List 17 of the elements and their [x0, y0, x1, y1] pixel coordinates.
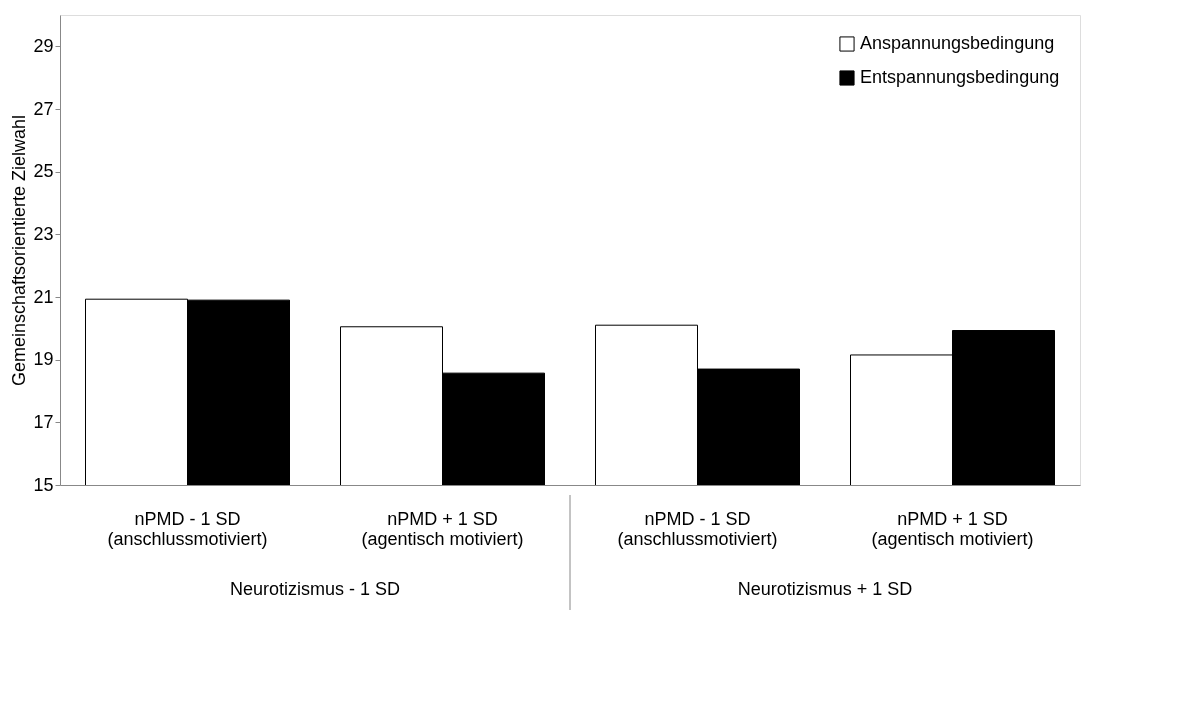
y-tick-label: 19 [33, 349, 54, 370]
y-tick-label: 25 [33, 161, 54, 182]
y-tick-label: 29 [33, 35, 54, 56]
legend-label: Anspannungsbedingung [860, 33, 1055, 53]
y-axis-title: Gemeinschaftsorientierte Zielwahl [9, 114, 30, 387]
y-tick-label: 17 [33, 411, 54, 432]
text: Neurotizismus + 1 SD [737, 579, 913, 599]
x-tick-label: nPMD - 1 SD (anschlussmotiviert) [107, 508, 268, 549]
x-tick-label: nPMD + 1 SD (agentisch motiviert) [361, 508, 524, 549]
text: Neurotizismus - 1 SD [229, 579, 401, 599]
legend-label: Entspannungsbedingung [860, 67, 1060, 87]
x-tick-label: nPMD - 1 SD (anschlussmotiviert) [617, 508, 778, 549]
y-tick-label: 27 [33, 98, 54, 119]
y-tick-label: 23 [33, 223, 54, 244]
y-tick-label: 21 [33, 286, 54, 307]
y-tick-label: 15 [33, 474, 54, 495]
x-tick-label: nPMD + 1 SD (agentisch motiviert) [871, 508, 1034, 549]
